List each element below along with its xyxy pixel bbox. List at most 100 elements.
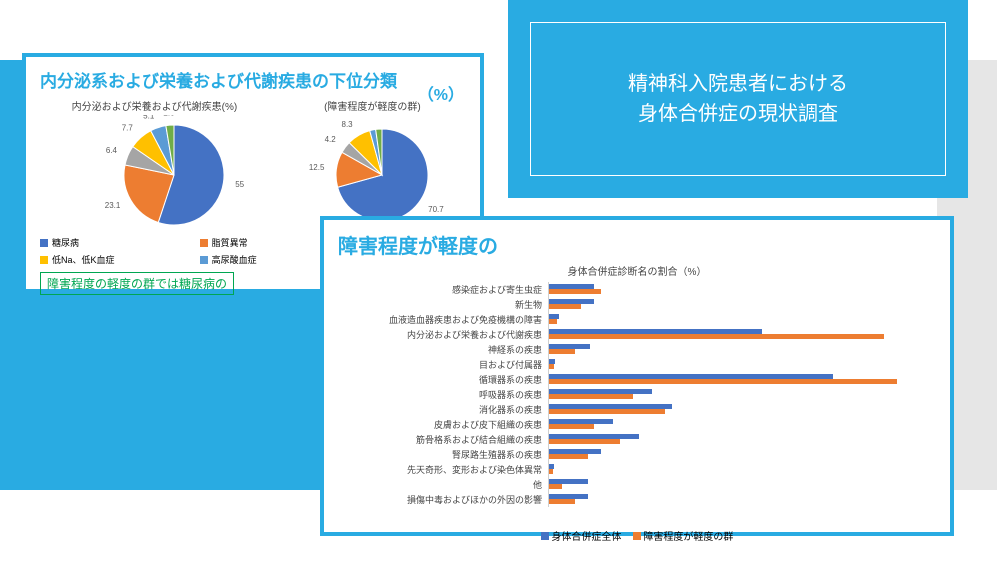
- legend-swatch: [200, 239, 208, 247]
- pie-slice-label: 12.5: [309, 163, 325, 172]
- bar-card-subtitle: 身体合併症診断名の割合（%）: [338, 263, 936, 278]
- bar-series-2: [549, 334, 884, 339]
- bar-row: 筋骨格系および結合組織の疾患: [338, 432, 936, 447]
- legend-swatch: [200, 256, 208, 264]
- bar-category-label: 損傷中毒およびほかの外因の影響: [338, 493, 548, 506]
- pie-slice-label: 6.4: [106, 146, 118, 155]
- bar-area: [548, 462, 936, 477]
- bar-legend-label-2: 障害程度が軽度の群: [643, 532, 733, 543]
- bar-area: [548, 402, 936, 417]
- pie-slice-label: 70.7: [429, 205, 445, 214]
- bar-series-2: [549, 364, 554, 369]
- legend-swatch: [40, 256, 48, 264]
- pie2-subtitle: (障害程度が軽度の群): [324, 98, 421, 113]
- bar-series-2: [549, 349, 575, 354]
- bar-row: 腎尿路生殖器系の疾患: [338, 447, 936, 462]
- bar-series-2: [549, 469, 553, 474]
- bar-card: 障害程度が軽度の 身体合併症診断名の割合（%） 感染症および寄生虫症新生物血液造…: [320, 216, 954, 536]
- title-inner: 精神科入院患者における 身体合併症の現状調査: [530, 22, 946, 176]
- bar-area: [548, 312, 936, 327]
- pie-note: 障害程度の軽度の群では糖尿病の: [40, 272, 234, 295]
- pie-chart-1: 55.1 23.1 6.4 7.7 5.1 2.6: [64, 115, 244, 230]
- bar-chart: 感染症および寄生虫症新生物血液造血器疾患および免疫機構の障害内分泌および栄養およ…: [338, 282, 936, 522]
- bar-category-label: 感染症および寄生虫症: [338, 283, 548, 296]
- bar-category-label: 神経系の疾患: [338, 343, 548, 356]
- bar-legend-swatch-2: [633, 532, 641, 540]
- bar-category-label: 血液造血器疾患および免疫機構の障害: [338, 313, 548, 326]
- pie-legend-item: 脂質異常: [200, 236, 324, 249]
- bar-legend: 身体合併症全体 障害程度が軽度の群: [338, 528, 936, 543]
- bar-category-label: 消化器系の疾患: [338, 403, 548, 416]
- bar-area: [548, 492, 936, 507]
- bar-row: 皮膚および皮下組織の疾患: [338, 417, 936, 432]
- bar-area: [548, 297, 936, 312]
- pie-legend-item: 高尿酸血症: [200, 253, 324, 266]
- bar-category-label: 呼吸器系の疾患: [338, 388, 548, 401]
- pie-slice-label: 2.6: [164, 115, 176, 117]
- bar-category-label: 目および付属器: [338, 358, 548, 371]
- bar-category-label: 新生物: [338, 298, 548, 311]
- bar-area: [548, 477, 936, 492]
- bar-row: 先天奇形、変形および染色体異常: [338, 462, 936, 477]
- pie-chart-2: 70.7 12.5 4.2 8.3: [297, 115, 447, 230]
- pie-legend-item: 糖尿病: [40, 236, 182, 249]
- bar-series-2: [549, 499, 575, 504]
- bar-area: [548, 417, 936, 432]
- bar-category-label: 循環器系の疾患: [338, 373, 548, 386]
- legend-label: 低Na、低K血症: [52, 253, 115, 266]
- title-line2: 身体合併症の現状調査: [638, 103, 838, 125]
- bar-category-label: 筋骨格系および結合組織の疾患: [338, 433, 548, 446]
- bar-row: 消化器系の疾患: [338, 402, 936, 417]
- title-line1: 精神科入院患者における: [628, 73, 848, 95]
- legend-label: 糖尿病: [52, 236, 79, 249]
- bar-area: [548, 357, 936, 372]
- pie-slice-label: 8.3: [342, 120, 354, 129]
- bar-series-2: [549, 319, 557, 324]
- pie-card-title: 内分泌系および栄養および代謝疾患の下位分類: [40, 67, 466, 92]
- bar-row: 感染症および寄生虫症: [338, 282, 936, 297]
- bar-series-2: [549, 454, 588, 459]
- bar-category-label: 腎尿路生殖器系の疾患: [338, 448, 548, 461]
- bar-row: 他: [338, 477, 936, 492]
- bar-area: [548, 282, 936, 297]
- pie-slice-label: 55.1: [236, 180, 245, 189]
- pie-slice-label: 5.1: [144, 115, 156, 120]
- bar-row: 血液造血器疾患および免疫機構の障害: [338, 312, 936, 327]
- pie-legend-item: 低Na、低K血症: [40, 253, 182, 266]
- title-card: 精神科入院患者における 身体合併症の現状調査: [508, 0, 968, 198]
- bar-card-title: 障害程度が軽度の: [338, 230, 936, 259]
- bar-row: 呼吸器系の疾患: [338, 387, 936, 402]
- bar-legend-swatch-1: [541, 532, 549, 540]
- bar-area: [548, 387, 936, 402]
- bar-area: [548, 372, 936, 387]
- legend-label: 高尿酸血症: [212, 253, 257, 266]
- bar-series-2: [549, 439, 620, 444]
- bar-area: [548, 432, 936, 447]
- bar-row: 目および付属器: [338, 357, 936, 372]
- bar-category-label: 内分泌および栄養および代謝疾患: [338, 328, 548, 341]
- bar-row: 神経系の疾患: [338, 342, 936, 357]
- pie-slice-label: 23.1: [105, 201, 121, 210]
- pie-slice-label: 4.2: [325, 135, 337, 144]
- bar-category-label: 先天奇形、変形および染色体異常: [338, 463, 548, 476]
- bar-series-2: [549, 379, 897, 384]
- bar-row: 損傷中毒およびほかの外因の影響: [338, 492, 936, 507]
- bar-series-2: [549, 394, 633, 399]
- bar-series-2: [549, 424, 594, 429]
- pie-card-percent: （%）: [418, 81, 464, 105]
- title-text: 精神科入院患者における 身体合併症の現状調査: [628, 69, 848, 129]
- bar-series-2: [549, 289, 601, 294]
- legend-label: 脂質異常: [212, 236, 248, 249]
- pie-slice-label: 7.7: [122, 124, 134, 133]
- bar-row: 内分泌および栄養および代謝疾患: [338, 327, 936, 342]
- bar-area: [548, 342, 936, 357]
- legend-swatch: [40, 239, 48, 247]
- bar-category-label: 皮膚および皮下組織の疾患: [338, 418, 548, 431]
- bar-row: 新生物: [338, 297, 936, 312]
- bar-area: [548, 327, 936, 342]
- bar-series-2: [549, 484, 562, 489]
- bar-area: [548, 447, 936, 462]
- bar-legend-label-1: 身体合併症全体: [551, 532, 621, 543]
- bar-series-2: [549, 304, 581, 309]
- bar-category-label: 他: [338, 478, 548, 491]
